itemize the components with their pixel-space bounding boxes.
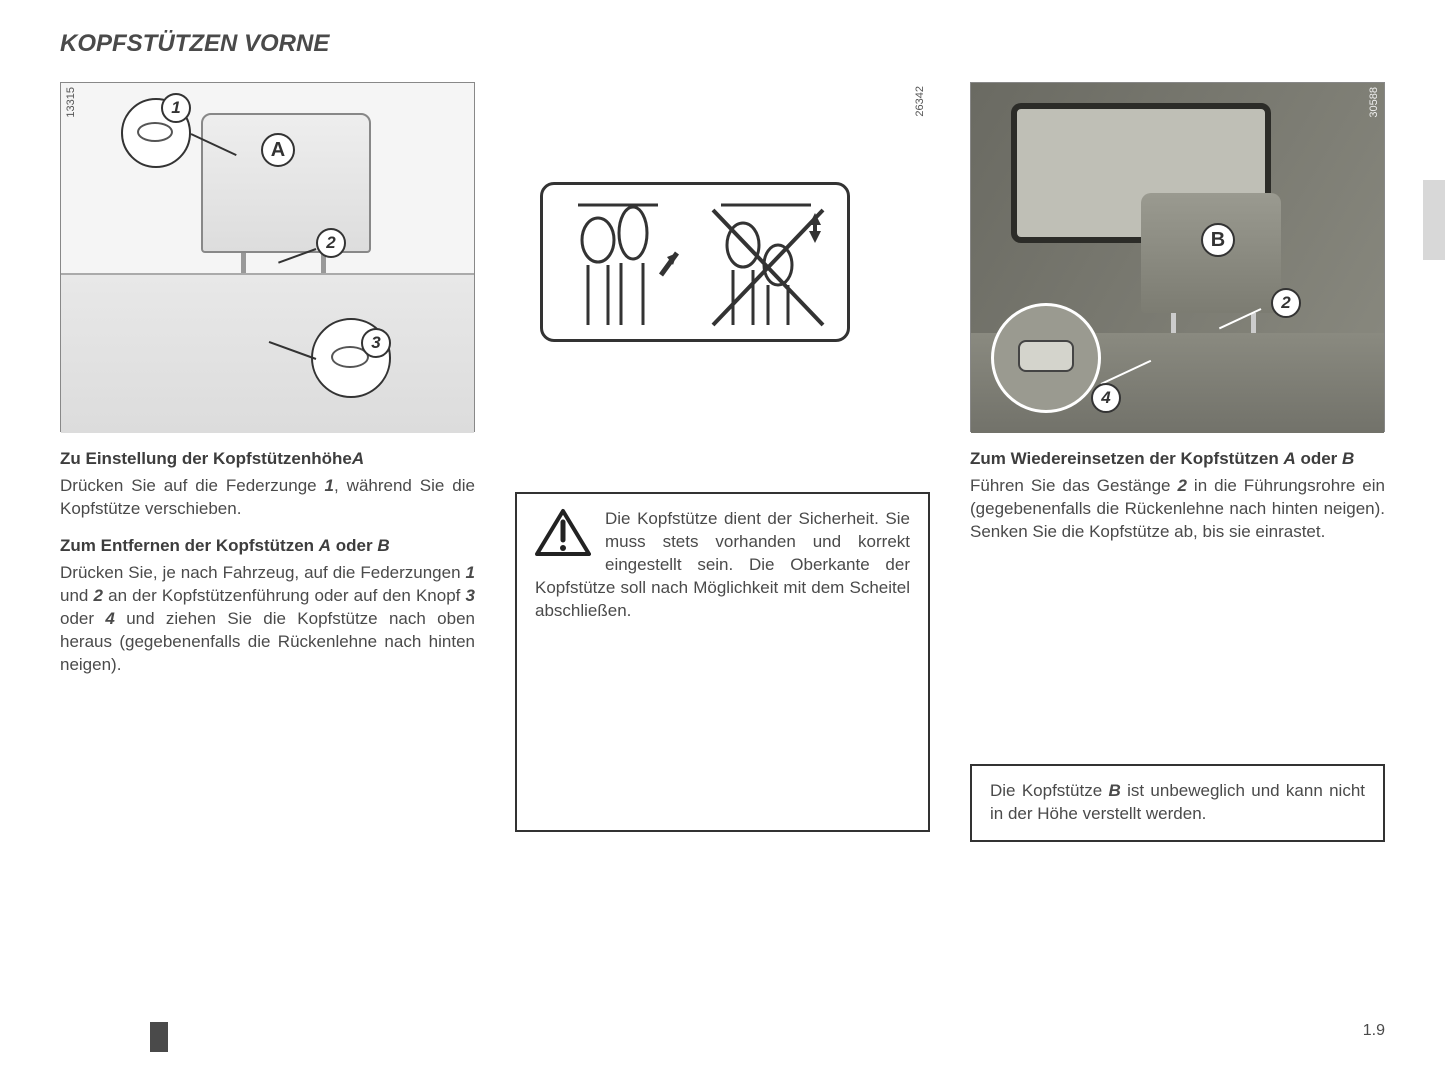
columns: 13315 1 A 2 <box>60 82 1385 842</box>
column-1: 13315 1 A 2 <box>60 82 475 842</box>
subhead-reinsert: Zum Wiedereinsetzen der Kopfstützen A od… <box>970 448 1385 471</box>
ref-A: A <box>319 536 331 555</box>
text: Zum Entfernen der Kopfstützen <box>60 536 319 555</box>
ref-2: 2 <box>94 586 103 605</box>
ref-4: 4 <box>105 609 114 628</box>
ref-A: A <box>1283 449 1295 468</box>
footer-mark <box>150 1022 168 1052</box>
text: Die Kopfstütze <box>990 781 1108 800</box>
callout-A: A <box>261 133 295 167</box>
para-remove: Drücken Sie, je nach Fahrzeug, auf die F… <box>60 562 475 677</box>
warning-box: Die Kopfstütze dient der Sicherheit. Sie… <box>515 492 930 832</box>
illustration-a: 13315 1 A 2 <box>60 82 475 432</box>
illus-number: 13315 <box>65 87 77 118</box>
warning-triangle-icon <box>535 508 591 558</box>
callout-B: B <box>1201 223 1235 257</box>
usage-diagram-icon <box>543 185 853 345</box>
text: Drücken Sie auf die Federzunge <box>60 476 325 495</box>
callout-4: 4 <box>1091 383 1121 413</box>
rod <box>1171 313 1176 335</box>
ref-2: 2 <box>1177 476 1186 495</box>
illus-number: 30588 <box>1368 87 1380 118</box>
rod <box>1251 313 1256 335</box>
ref-1: 1 <box>325 476 334 495</box>
callout-2: 2 <box>1271 288 1301 318</box>
knob-icon <box>137 122 173 142</box>
page-number: 1.9 <box>1363 1022 1385 1040</box>
illustration-b: 30588 B 2 4 <box>970 82 1385 432</box>
subhead-adjust: Zu Einstellung der KopfstützenhöheA <box>60 448 475 471</box>
detail-4 <box>991 303 1101 413</box>
ref-B: B <box>1108 781 1120 800</box>
ref-A: A <box>352 449 364 468</box>
column-2: 26342 <box>515 82 930 842</box>
warning-text: Die Kopfstütze dient der Sicherheit. Sie… <box>535 509 910 620</box>
callout-1: 1 <box>161 93 191 123</box>
illus-number: 26342 <box>914 86 926 117</box>
seat-back <box>61 273 474 433</box>
illustration-usage: 26342 <box>515 82 930 432</box>
para-adjust: Drücken Sie auf die Federzunge 1, währen… <box>60 475 475 521</box>
callout-2: 2 <box>316 228 346 258</box>
note-box: Die Kopfstütze B ist unbeweglich und kan… <box>970 764 1385 842</box>
diagram-frame <box>540 182 850 342</box>
subhead-remove: Zum Entfernen der Kopfstützen A oder B <box>60 535 475 558</box>
text: an der Kopfstützenführung oder auf den K… <box>103 586 466 605</box>
text: Zum Wiedereinsetzen der Kopfstützen <box>970 449 1283 468</box>
button-icon <box>1018 340 1074 372</box>
text: Drücken Sie, je nach Fahrzeug, auf die F… <box>60 563 466 582</box>
para-reinsert: Führen Sie das Gestänge 2 in die Führung… <box>970 475 1385 544</box>
text: oder <box>1296 449 1342 468</box>
text: und ziehen Sie die Kopfstütze nach oben … <box>60 609 475 674</box>
page: KOPFSTÜTZEN VORNE 13315 <box>0 0 1445 862</box>
ref-1: 1 <box>466 563 475 582</box>
ref-B: B <box>1342 449 1354 468</box>
column-3: 30588 B 2 4 Zum <box>970 82 1385 842</box>
text: oder <box>331 536 377 555</box>
text: oder <box>60 609 105 628</box>
page-title: KOPFSTÜTZEN VORNE <box>60 30 1385 58</box>
ref-B: B <box>377 536 389 555</box>
callout-3: 3 <box>361 328 391 358</box>
text: Führen Sie das Gestänge <box>970 476 1177 495</box>
ref-3: 3 <box>466 586 475 605</box>
text: und <box>60 586 94 605</box>
thumb-tab <box>1423 180 1445 260</box>
text: Zu Einstellung der Kopfstützenhöhe <box>60 449 352 468</box>
